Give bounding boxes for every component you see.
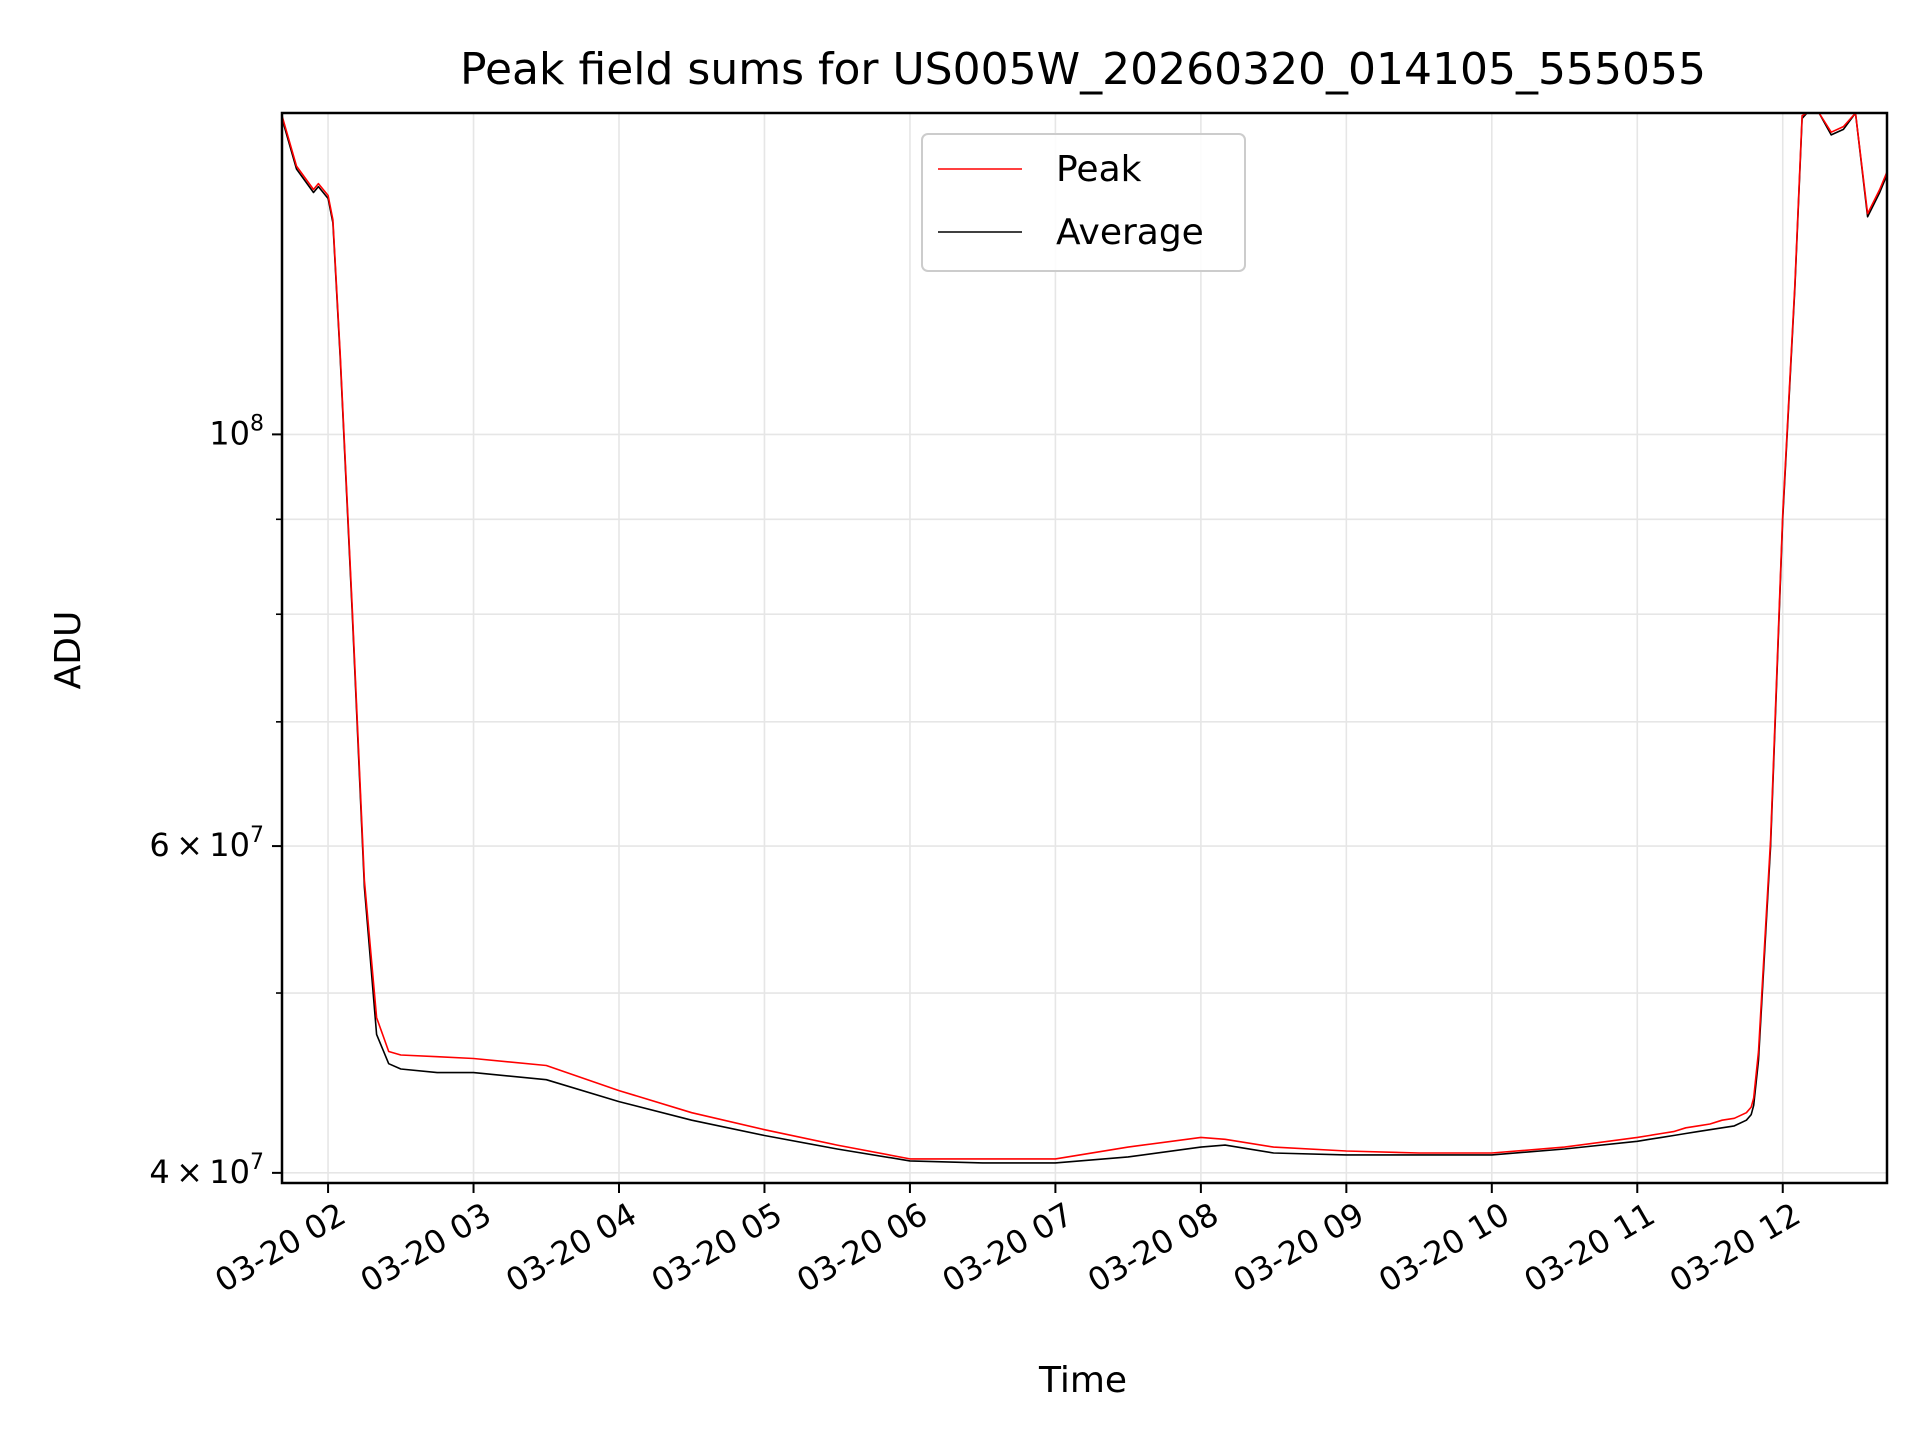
y-axis: 108 6 × 107 4 × 107 [149,411,282,1191]
grid [282,113,1887,1183]
legend-label-peak: Peak [1056,149,1142,190]
series-line-peak [281,112,1888,1160]
x-axis-label: Time [1038,1360,1127,1401]
chart-title: Peak field sums for US005W_20260320_0141… [460,44,1706,95]
legend-label-average: Average [1056,212,1204,253]
y-tick-label: 4 × 107 [149,1150,264,1191]
series-layer [281,112,1888,1164]
y-axis-label: ADU [48,611,89,690]
y-tick-label: 108 [209,411,264,452]
plot-frame [280,111,1889,1185]
legend: Peak Average [921,133,1246,272]
y-tick-label: 6 × 107 [149,823,264,864]
